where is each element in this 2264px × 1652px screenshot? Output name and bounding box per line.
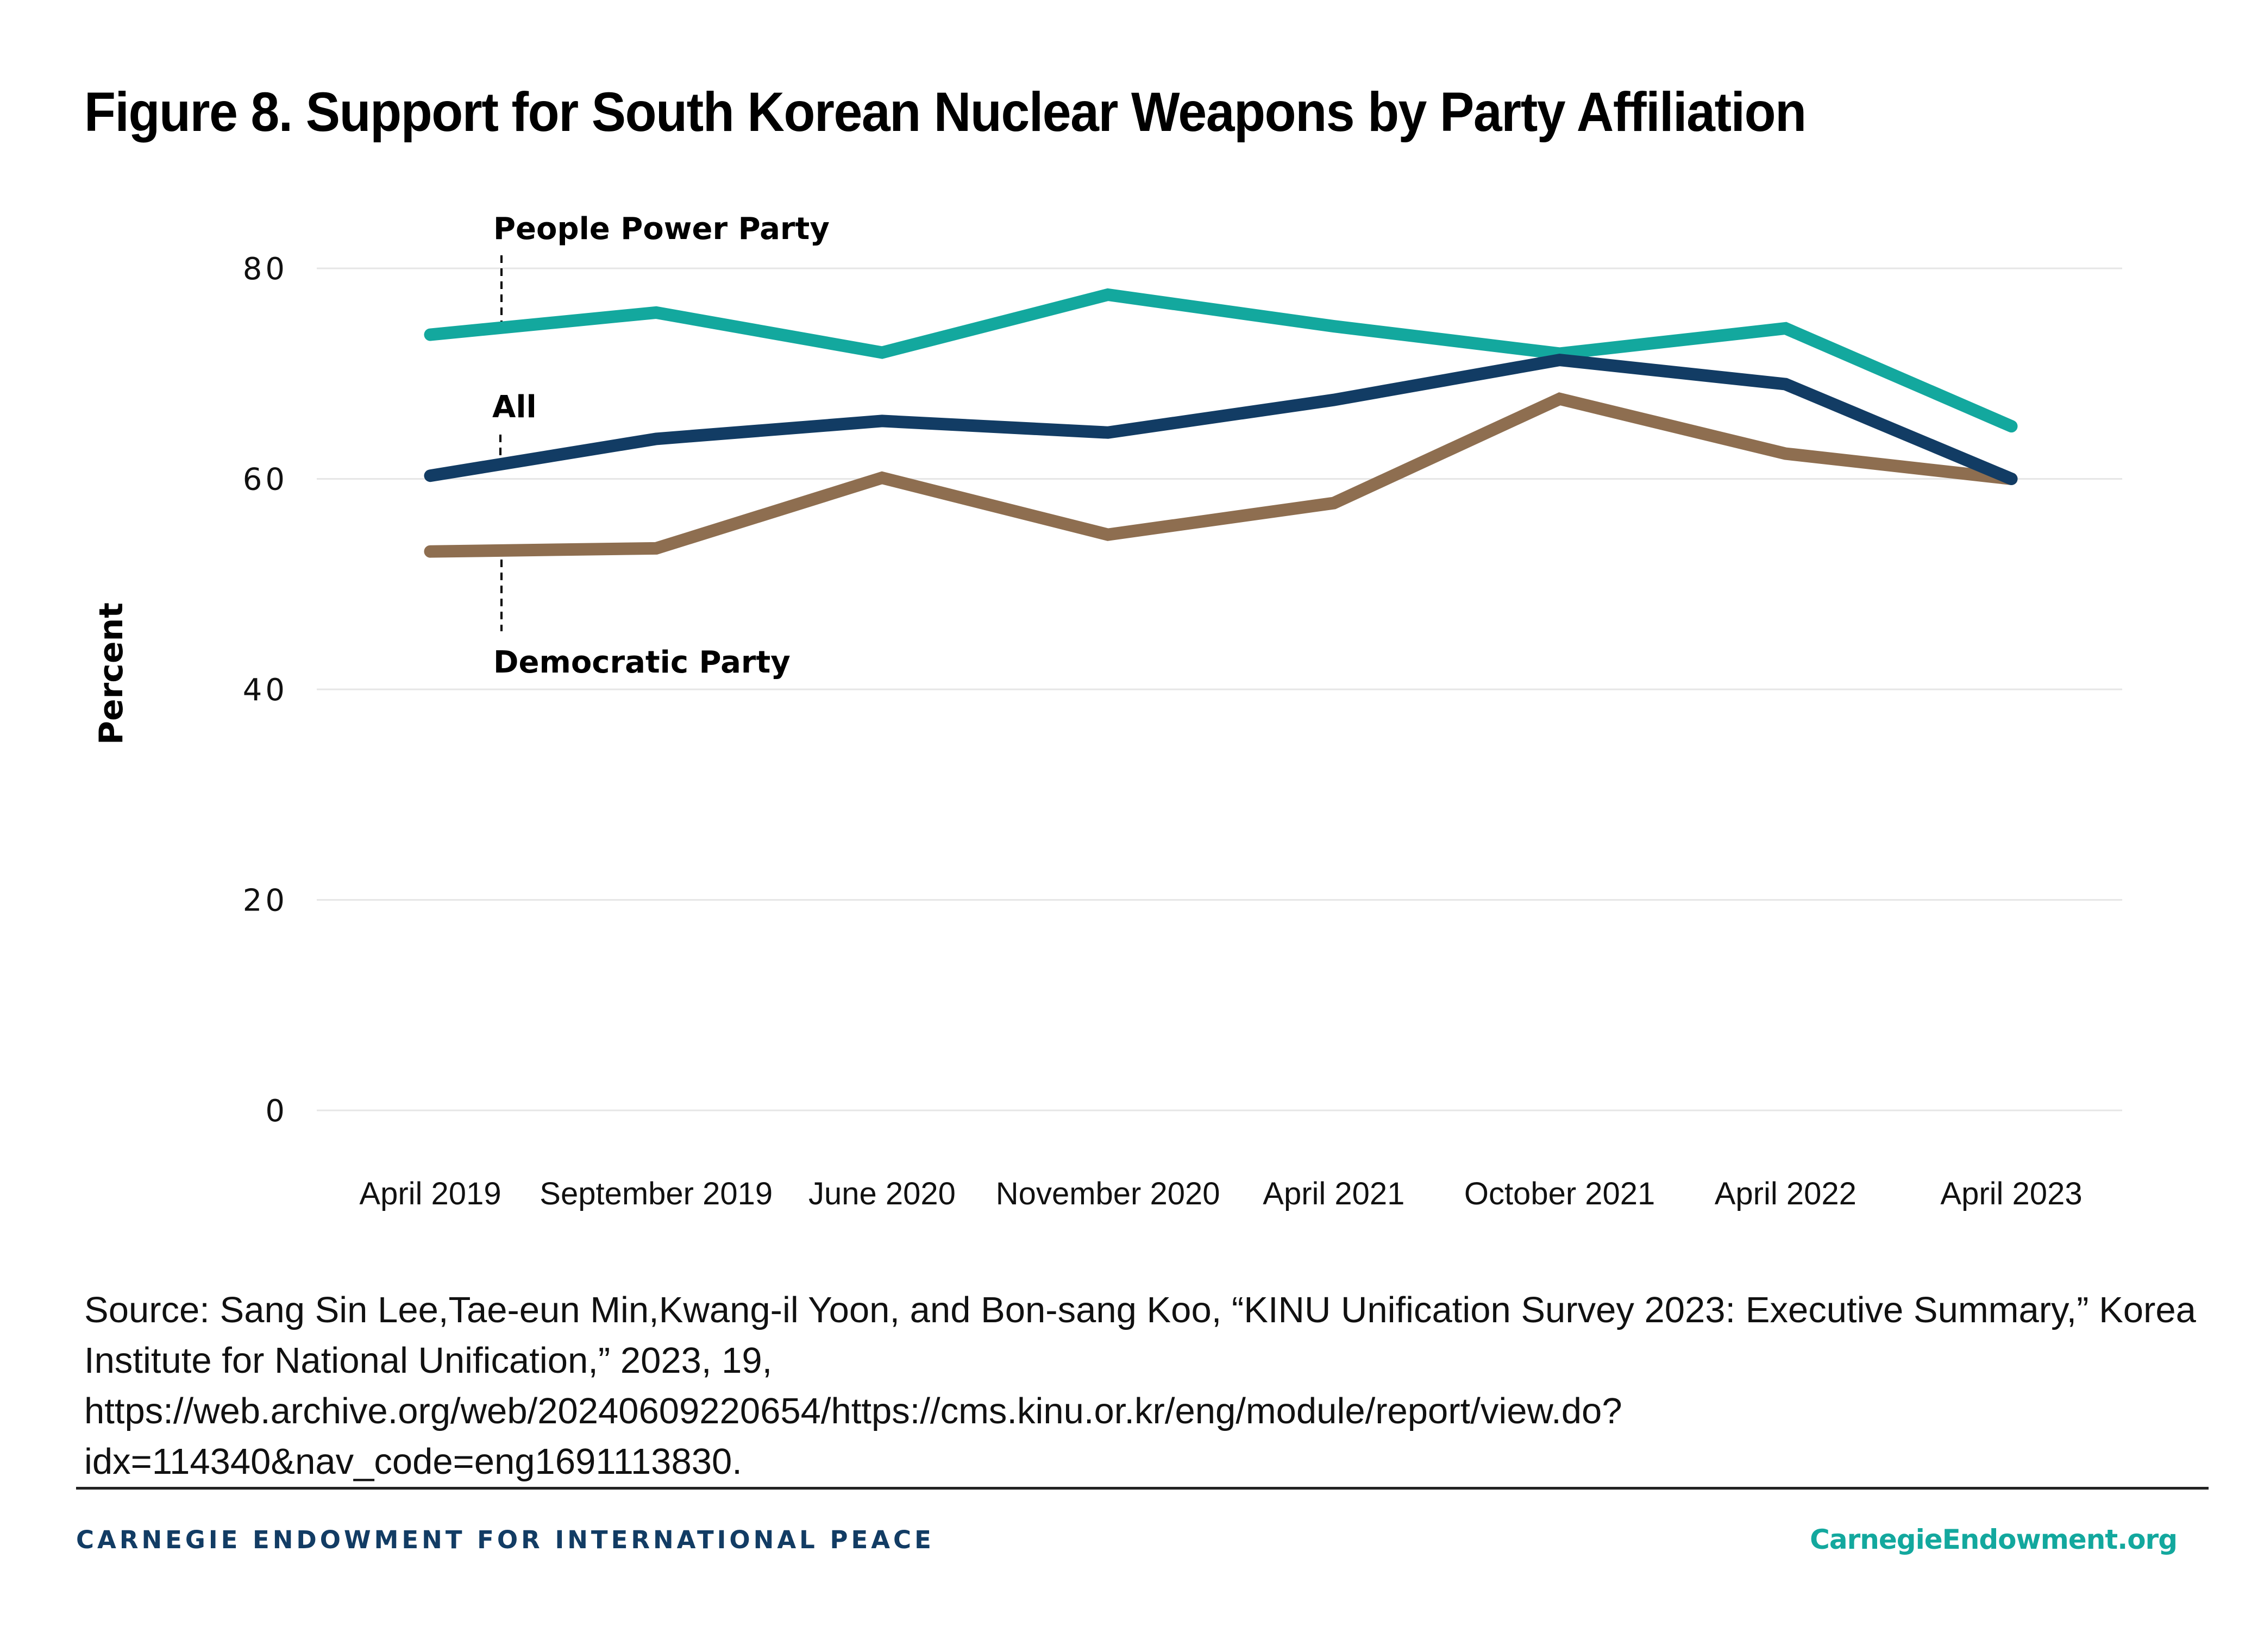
y-tick-label: 80	[243, 252, 288, 287]
data-point-democratic-party	[430, 551, 431, 552]
x-tick-label: June 2020	[808, 1176, 956, 1211]
series-annotations: People Power Party All Democratic Party	[492, 211, 830, 680]
series-all	[424, 353, 2018, 485]
series-label-all: All	[492, 390, 537, 425]
x-tick-label: October 2021	[1464, 1176, 1655, 1211]
series-people-power-party	[424, 288, 2018, 433]
chart-title: Figure 8. Support for South Korean Nucle…	[84, 81, 1807, 143]
series-line-people-power-party	[424, 288, 2018, 433]
gridlines	[317, 267, 2122, 1111]
x-tick-label: April 2022	[1715, 1176, 1857, 1211]
data-point-all	[430, 475, 431, 476]
x-axis-ticks: April 2019 September 2019 June 2020 Novembe…	[359, 1176, 2082, 1211]
line-chart: 0 20 40 60 80 April 2019 September 2019 June 2…	[92, 211, 2122, 1211]
x-tick-label: April 2019	[359, 1176, 501, 1211]
y-tick-label: 0	[265, 1094, 288, 1129]
organization-name: CARNEGIE ENDOWMENT FOR INTERNATIONAL PEA…	[76, 1525, 935, 1554]
data-point-all	[1785, 384, 1786, 385]
source-note: Source: Sang Sin Lee,Tae-eun Min,Kwang-i…	[84, 1290, 2196, 1482]
website-link[interactable]: CarnegieEndowment.org	[1810, 1524, 2178, 1555]
footer-divider	[76, 1487, 2209, 1490]
y-tick-label: 20	[243, 883, 288, 919]
series-label-democratic-party: Democratic Party	[493, 645, 791, 680]
series-line-all	[424, 353, 2018, 485]
x-tick-label: April 2023	[1940, 1176, 2082, 1211]
x-tick-label: November 2020	[996, 1176, 1220, 1211]
series-label-people-power-party: People Power Party	[493, 211, 830, 247]
y-tick-label: 60	[243, 462, 288, 498]
y-axis-ticks: 0 20 40 60 80	[243, 252, 288, 1129]
data-point-people-power-party	[1785, 328, 1786, 329]
data-point-democratic-party	[1333, 502, 1334, 504]
y-tick-label: 40	[243, 673, 288, 708]
x-tick-label: April 2021	[1263, 1176, 1404, 1211]
series-line-democratic-party	[424, 392, 2018, 558]
series-lines	[424, 288, 2018, 558]
y-axis-title: Percent	[92, 602, 130, 745]
x-tick-label: September 2019	[540, 1176, 773, 1211]
